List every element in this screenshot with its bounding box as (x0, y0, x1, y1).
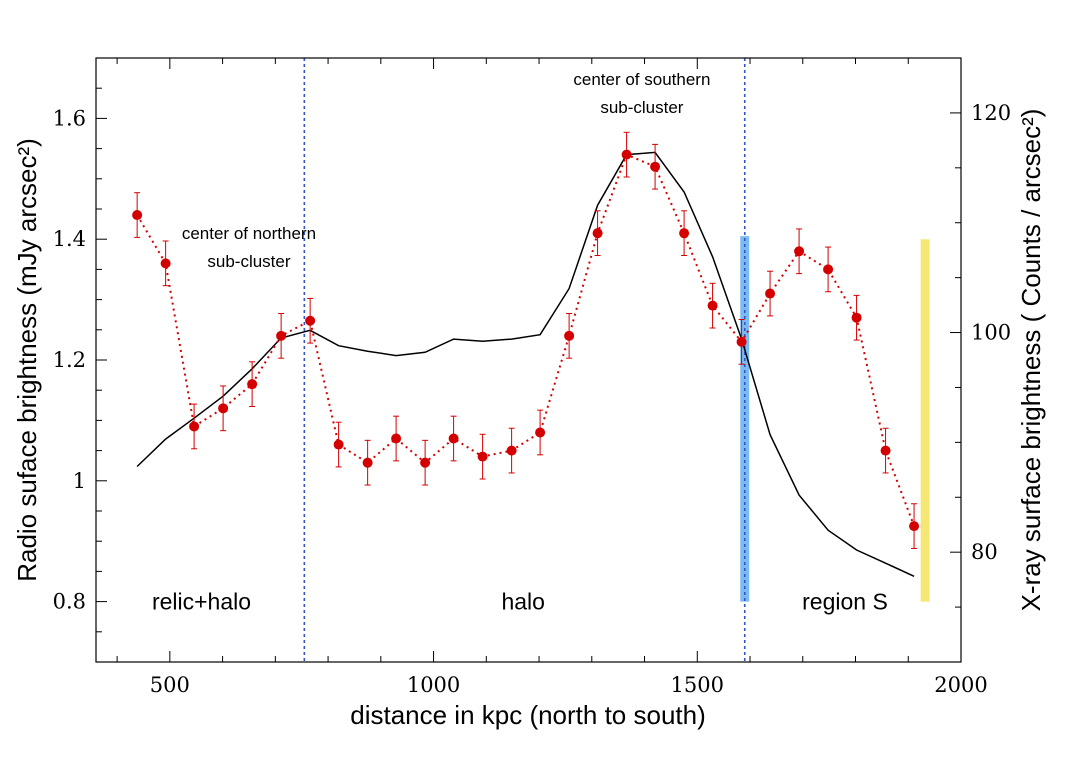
radio-point (909, 521, 920, 532)
region-label: relic+halo (152, 589, 251, 615)
radio-point (880, 445, 891, 456)
plot-frame (95, 57, 962, 663)
x-tick-label: 500 (150, 673, 190, 697)
region-label: region S (802, 589, 888, 615)
x-axis-title: distance in kpc (north to south) (350, 700, 706, 730)
labels-layer: relic+halo halo region S center of northern… (152, 70, 888, 614)
y2-tick-label: 120 (971, 101, 1011, 125)
radio-point (218, 403, 229, 414)
annotation-text: sub-cluster (600, 98, 683, 117)
radio-line (136, 153, 916, 527)
radio-point (132, 210, 143, 221)
y-axis-title: Radio suface brightness (mJy arcsec²) (12, 138, 42, 582)
radio-point (592, 228, 603, 239)
radio-point (851, 312, 862, 323)
xray-line (136, 151, 915, 577)
radio-series (132, 131, 920, 549)
radio-point (707, 300, 718, 311)
y-tick-label: 1.4 (53, 227, 86, 251)
x-tick-label: 1500 (671, 673, 724, 697)
radio-point (564, 330, 575, 341)
radio-point (535, 427, 546, 438)
radio-point (420, 457, 431, 468)
radio-point (247, 379, 258, 390)
radio-point (189, 421, 200, 432)
radio-point (362, 457, 373, 468)
x-tick-label: 1000 (407, 673, 460, 697)
y2-axis-title: X-ray surface brightness ( Counts / arcs… (1016, 109, 1046, 612)
xray-series (136, 151, 915, 577)
radio-point (276, 330, 287, 341)
y2-tick-label: 100 (971, 321, 1011, 345)
radio-point (823, 264, 834, 275)
y-tick-label: 1.2 (53, 348, 86, 372)
axis-ticks: 500 1000 1500 2000 0.8 1 1.2 1.4 1.6 80 100 120 (53, 57, 1011, 697)
radio-point (765, 288, 776, 299)
radio-point (448, 433, 459, 444)
radio-point (506, 445, 517, 456)
radio-point (305, 315, 316, 326)
radio-point (391, 433, 402, 444)
radio-point (650, 161, 661, 172)
y2-tick-label: 80 (971, 540, 998, 564)
annotation-text: center of northern (182, 224, 316, 243)
annotation-text: center of southern (573, 70, 710, 89)
y-tick-label: 0.8 (53, 590, 86, 614)
radio-point (679, 228, 690, 239)
y-tick-label: 1.6 (53, 106, 86, 130)
x-tick-label: 2000 (934, 673, 987, 697)
y-tick-label: 1 (73, 469, 86, 493)
radio-point (794, 246, 805, 257)
radio-point (160, 258, 171, 269)
annotation-text: sub-cluster (207, 252, 290, 271)
radio-point (736, 336, 747, 347)
region-label: halo (501, 589, 544, 615)
divider-lines (303, 58, 746, 662)
radio-point (621, 149, 632, 160)
radio-point (333, 439, 344, 450)
radio-point (477, 451, 488, 462)
